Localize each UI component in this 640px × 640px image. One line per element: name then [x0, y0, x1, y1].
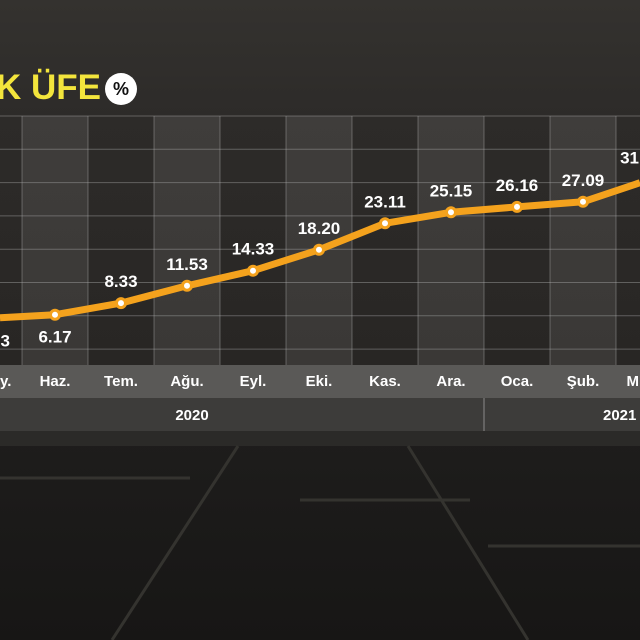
x-tick-label: Tem. — [104, 373, 138, 390]
column-band — [550, 116, 616, 365]
floor-line — [406, 445, 530, 640]
data-label: 6.17 — [38, 328, 71, 347]
background-floor — [0, 431, 640, 640]
data-point — [247, 264, 259, 277]
x-tick-label: Eki. — [306, 373, 333, 390]
data-label: 18.20 — [298, 219, 341, 238]
x-tick-label: Haz. — [40, 373, 71, 390]
percent-badge: % — [105, 73, 137, 105]
data-label: 3 — [1, 331, 10, 350]
floor-line — [110, 445, 240, 640]
floor-edge-strip — [0, 431, 640, 446]
data-point — [49, 308, 61, 321]
x-tick-label: Şub. — [567, 373, 600, 390]
data-point — [115, 297, 127, 310]
data-label: 23.11 — [364, 192, 406, 211]
x-tick-label: M — [627, 373, 640, 390]
x-tick-label: y. — [0, 373, 11, 390]
x-tick-label: Kas. — [369, 373, 401, 390]
data-label: 27.09 — [562, 171, 605, 190]
column-band — [22, 116, 88, 365]
x-axis-labels: y. Haz. Tem. Ağu. Eyl. Eki. Kas. Ara. Oca. Şub. M — [0, 373, 639, 390]
x-tick-label: Oca. — [501, 373, 534, 390]
data-label: 26.16 — [496, 176, 539, 195]
year-axis: 2020 2021 — [175, 398, 636, 431]
data-label: 31 — [620, 149, 639, 168]
data-point — [511, 200, 523, 213]
year-label-2020: 2020 — [175, 407, 208, 424]
data-labels: 3 6.17 8.33 11.53 14.33 18.20 23.11 25.15 26.16 2… — [1, 149, 639, 351]
data-point — [577, 195, 589, 208]
chart-title: K ÜFE — [0, 68, 101, 107]
series-layer — [0, 179, 640, 322]
column-band — [418, 116, 484, 365]
data-label: 25.15 — [430, 181, 473, 200]
data-label: 14.33 — [232, 240, 275, 259]
chart-grid — [0, 115, 640, 365]
data-point — [181, 279, 193, 292]
data-label: 11.53 — [166, 255, 208, 274]
x-tick-label: Ara. — [436, 373, 465, 390]
column-band — [154, 116, 220, 365]
data-point — [445, 206, 457, 219]
data-point — [313, 243, 325, 256]
year-label-2021: 2021 — [603, 407, 636, 424]
data-label: 8.33 — [104, 272, 137, 291]
x-tick-label: Ağu. — [170, 373, 203, 390]
month-axis-band — [0, 365, 640, 398]
x-tick-label: Eyl. — [240, 373, 267, 390]
data-point — [379, 217, 391, 230]
year-axis-band — [0, 398, 640, 431]
